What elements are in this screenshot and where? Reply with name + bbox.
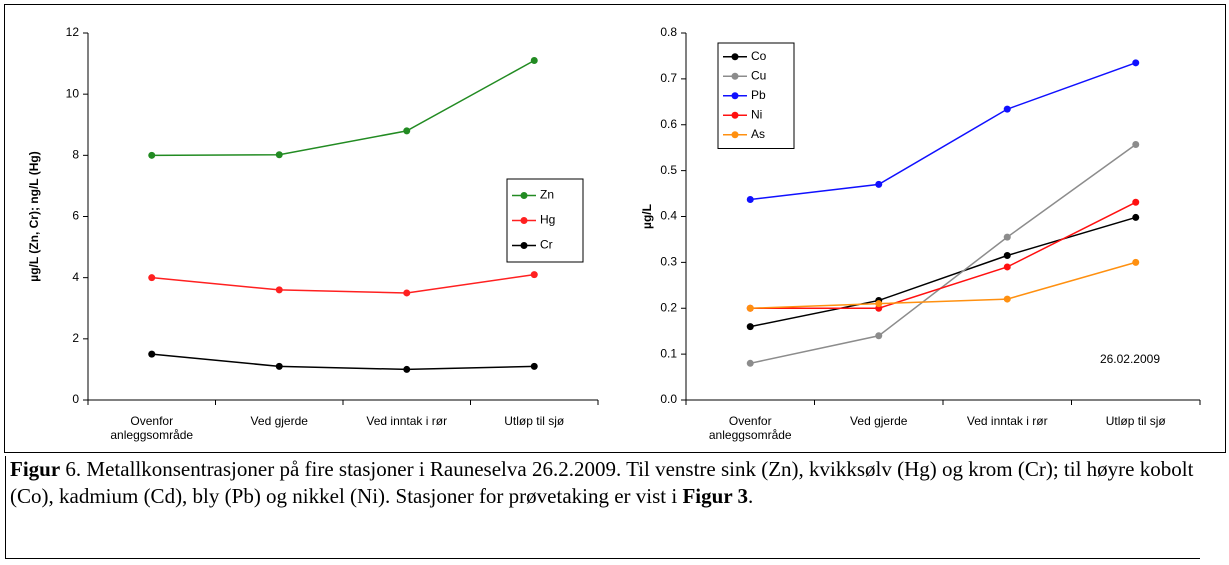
x-tick-label: Utløp til sjø — [1105, 414, 1166, 428]
series-line — [151, 273, 535, 294]
point — [746, 323, 754, 331]
x-tick-label: Utløp til sjø — [504, 414, 565, 428]
y-tick-label: 0.6 — [660, 117, 677, 131]
point — [403, 289, 411, 297]
legend-marker — [520, 242, 528, 249]
annotation: 26.02.2009 — [1100, 352, 1160, 366]
legend-label: Hg — [540, 213, 555, 227]
caption-end: . — [748, 484, 754, 508]
x-tick-label: Ved gjerde — [850, 414, 908, 428]
legend-marker — [731, 72, 739, 80]
figure-frame — [4, 4, 1226, 453]
y-tick-label: 0.8 — [660, 25, 677, 39]
point — [275, 151, 283, 159]
point — [746, 196, 754, 204]
y-tick-label: 0 — [72, 392, 79, 406]
point — [275, 286, 283, 294]
y-tick-label: 10 — [66, 86, 80, 100]
y-tick-label: 0.2 — [660, 300, 677, 314]
point — [1003, 263, 1011, 271]
point — [403, 365, 411, 373]
y-tick-label: 8 — [72, 148, 79, 162]
legend-marker — [731, 53, 739, 61]
point — [1003, 295, 1011, 303]
series-line — [750, 62, 1137, 201]
legend-label: Pb — [751, 88, 766, 102]
x-tick-label: Ovenfor anleggsområde — [708, 414, 792, 442]
point — [1132, 213, 1140, 221]
point — [1132, 59, 1140, 67]
y-tick-label: 0.7 — [660, 71, 677, 85]
caption-text: 6. Metallkonsentrasjoner på fire stasjon… — [10, 457, 1194, 508]
point — [403, 127, 411, 135]
point — [275, 362, 283, 370]
y-axis-label: µg/L (Zn, Cr); ng/L (Hg) — [27, 151, 41, 281]
legend-label: Ni — [751, 107, 762, 121]
series-line — [750, 143, 1137, 365]
y-tick-label: 2 — [72, 331, 79, 345]
y-tick-label: 0.1 — [660, 346, 677, 360]
legend-label: Cr — [540, 238, 553, 252]
point — [875, 180, 883, 188]
y-axis-label: µg/L — [640, 204, 654, 229]
legend-label: Zn — [540, 188, 554, 202]
series-line — [151, 353, 535, 371]
point — [148, 274, 156, 282]
caption: Figur 6. Metallkonsentrasjoner på fire s… — [5, 456, 1200, 559]
series-line — [750, 261, 1136, 309]
y-tick-label: 0.3 — [660, 255, 677, 269]
y-tick-label: 0.5 — [660, 163, 677, 177]
legend-marker — [520, 217, 528, 224]
point — [1003, 251, 1011, 259]
series-line — [750, 216, 1136, 328]
y-tick-label: 0.4 — [660, 209, 677, 223]
point — [1132, 258, 1140, 266]
caption-ref: Figur 3 — [682, 484, 749, 508]
point — [148, 151, 156, 159]
point — [875, 300, 883, 308]
x-tick-label: Ved inntak i rør — [366, 414, 448, 428]
legend-label: Co — [751, 49, 767, 63]
point — [530, 362, 538, 370]
x-tick-label: Ovenfor anleggsområde — [110, 414, 194, 442]
caption-label: Figur — [10, 457, 61, 481]
legend-marker — [731, 111, 739, 119]
legend-label: Cu — [751, 68, 766, 82]
legend-marker — [731, 131, 739, 139]
y-tick-label: 4 — [72, 270, 79, 284]
legend-marker — [731, 92, 739, 100]
point — [530, 57, 538, 65]
point — [875, 332, 883, 340]
legend-label: As — [751, 127, 765, 141]
point — [530, 271, 538, 279]
point — [746, 359, 754, 367]
point — [148, 350, 156, 358]
point — [746, 304, 754, 312]
y-tick-label: 0.0 — [660, 392, 677, 406]
series-line — [750, 201, 1137, 309]
point — [1003, 233, 1011, 241]
series-line — [151, 59, 535, 157]
point — [1132, 140, 1140, 148]
point — [1132, 198, 1140, 206]
point — [1003, 105, 1011, 113]
x-tick-label: Ved inntak i rør — [966, 414, 1048, 428]
legend-marker — [520, 192, 528, 199]
figure: 0 2 4 6 8 10 12 µg/L (Zn, Cr); ng/L (Hg) Zn Hg Cr 0… — [4, 4, 1226, 453]
x-tick-label: Ved gjerde — [250, 414, 308, 428]
y-tick-label: 6 — [72, 209, 79, 223]
y-tick-label: 12 — [66, 25, 80, 39]
